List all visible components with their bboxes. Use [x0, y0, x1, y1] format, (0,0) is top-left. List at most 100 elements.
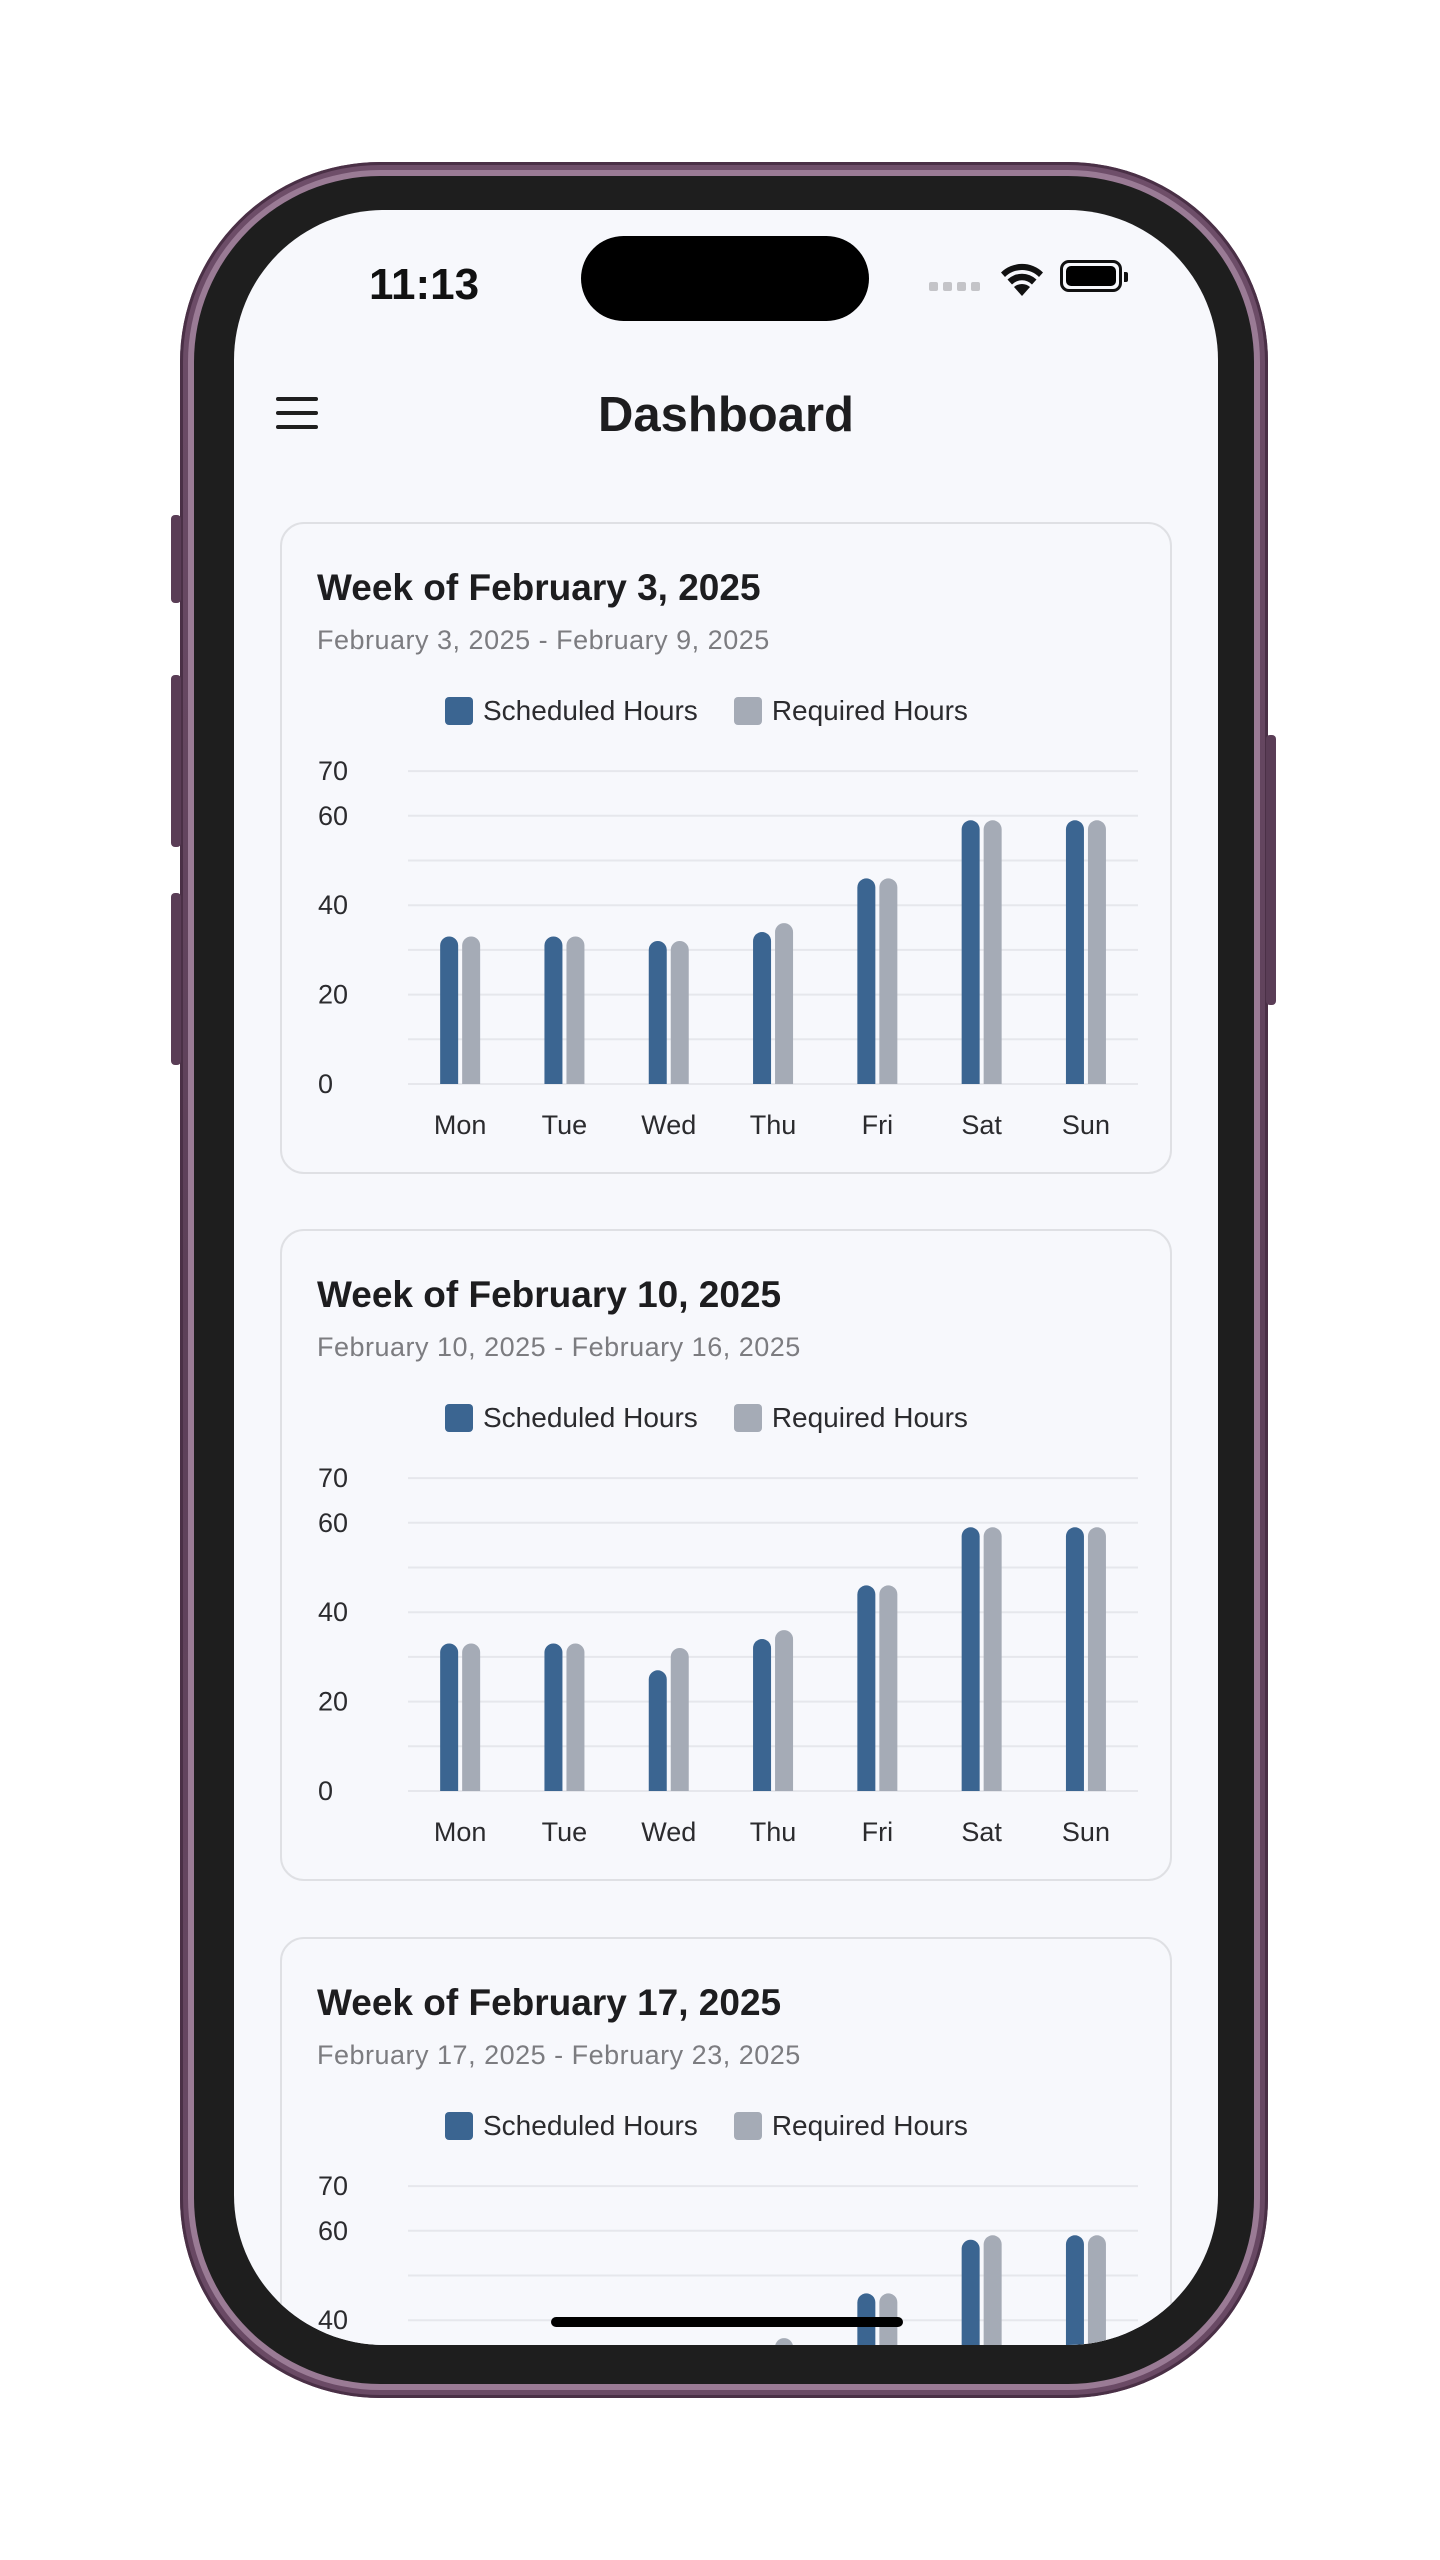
phone-screen: 11:13 Dashboard 0 20 40 60 70 Mon Tue Wed Thu Fri…: [234, 210, 1218, 2345]
dynamic-island: [581, 236, 869, 321]
x-category-label: Tue: [542, 1817, 588, 1847]
chart-legend: Scheduled Hours Required Hours: [445, 691, 1004, 731]
bar-scheduled-tue[interactable]: [544, 1643, 563, 1791]
bar-required-fri[interactable]: [879, 878, 898, 1084]
bar-required-sat[interactable]: [983, 2235, 1002, 2345]
week-date-range: February 10, 2025 - February 16, 2025: [317, 1332, 801, 1362]
x-category-label: Fri: [862, 1817, 893, 1847]
bar-scheduled-fri[interactable]: [857, 1585, 876, 1791]
y-tick-label: 20: [318, 1687, 348, 1717]
legend-label-scheduled: Scheduled Hours: [483, 2110, 698, 2141]
legend-item-scheduled[interactable]: Scheduled Hours: [445, 2110, 698, 2142]
bar-scheduled-thu[interactable]: [753, 932, 772, 1084]
y-tick-label: 60: [318, 801, 348, 831]
y-tick-label: 40: [318, 2305, 348, 2335]
y-tick-label: 0: [318, 1776, 333, 1806]
bar-required-sat[interactable]: [983, 1527, 1002, 1791]
week-title: Week of February 3, 2025: [317, 567, 761, 608]
bar-required-sun[interactable]: [1087, 820, 1106, 1084]
legend-swatch-scheduled: [445, 1404, 473, 1432]
page-title: Dashboard: [598, 388, 854, 442]
bar-scheduled-sun[interactable]: [1065, 2235, 1084, 2345]
bar-scheduled-sun[interactable]: [1065, 1527, 1084, 1791]
bar-scheduled-sat[interactable]: [961, 1527, 980, 1791]
y-tick-label: 40: [318, 890, 348, 920]
cellular-signal-icon: [929, 282, 981, 292]
week-title: Week of February 10, 2025: [317, 1274, 782, 1315]
volume-down-button: [171, 893, 181, 1065]
legend-item-required[interactable]: Required Hours: [733, 2110, 968, 2142]
hamburger-menu-icon[interactable]: [276, 395, 320, 431]
legend-item-required[interactable]: Required Hours: [733, 1402, 968, 1434]
chart-legend: Scheduled Hours Required Hours: [445, 1398, 1004, 1438]
bar-required-wed[interactable]: [670, 940, 689, 1084]
legend-item-scheduled[interactable]: Scheduled Hours: [445, 695, 698, 727]
week-date-range: February 3, 2025 - February 9, 2025: [317, 625, 770, 655]
home-indicator[interactable]: [551, 2317, 903, 2327]
x-category-label: Thu: [750, 1817, 797, 1847]
bar-required-tue[interactable]: [566, 936, 585, 1084]
bar-scheduled-mon[interactable]: [440, 1643, 459, 1791]
x-category-label: Sun: [1062, 1817, 1110, 1847]
x-category-label: Wed: [641, 1817, 696, 1847]
bar-required-mon[interactable]: [462, 936, 481, 1084]
bar-scheduled-fri[interactable]: [857, 878, 876, 1084]
bar-required-sun[interactable]: [1087, 1527, 1106, 1791]
bar-required-thu[interactable]: [775, 923, 794, 1084]
legend-label-required: Required Hours: [771, 1402, 968, 1433]
power-button: [1266, 735, 1276, 1005]
bar-required-thu[interactable]: [775, 1630, 794, 1791]
bar-required-mon[interactable]: [462, 1643, 481, 1791]
y-tick-label: 70: [318, 2171, 348, 2201]
week-card: 0 20 40 60 70 Mon Tue Wed Thu Fri Sat Sun Week of F…: [280, 522, 1172, 1174]
chart-legend: Scheduled Hours Required Hours: [445, 2106, 1004, 2146]
x-category-label: Mon: [434, 1110, 487, 1140]
wifi-icon: [1001, 263, 1043, 296]
x-category-label: Sat: [961, 1110, 1002, 1140]
bar-required-fri[interactable]: [879, 1585, 898, 1791]
action-button: [171, 515, 181, 603]
bar-scheduled-wed[interactable]: [648, 1670, 667, 1791]
legend-label-scheduled: Scheduled Hours: [483, 695, 698, 726]
bar-scheduled-tue[interactable]: [544, 936, 563, 1084]
battery-icon: [1060, 260, 1128, 292]
bar-scheduled-thu[interactable]: [753, 1639, 772, 1791]
legend-item-scheduled[interactable]: Scheduled Hours: [445, 1402, 698, 1434]
bar-scheduled-sat[interactable]: [961, 820, 980, 1084]
bar-scheduled-wed[interactable]: [648, 940, 667, 1084]
week-date-range: February 17, 2025 - February 23, 2025: [317, 2040, 801, 2070]
x-category-label: Sun: [1062, 1110, 1110, 1140]
bar-scheduled-mon[interactable]: [440, 936, 459, 1084]
y-tick-label: 70: [318, 756, 348, 786]
bar-required-tue[interactable]: [566, 1643, 585, 1791]
week-card: 0 20 40 60 70 Mon Tue Wed Thu Fri Sat Sun Week of F…: [280, 1937, 1172, 2345]
bar-required-sat[interactable]: [983, 820, 1002, 1084]
bar-required-sun[interactable]: [1087, 2235, 1106, 2345]
legend-label-required: Required Hours: [771, 695, 968, 726]
y-tick-label: 20: [318, 980, 348, 1010]
x-category-label: Sat: [961, 1817, 1002, 1847]
y-tick-label: 60: [318, 2216, 348, 2246]
y-tick-label: 70: [318, 1463, 348, 1493]
bar-scheduled-sun[interactable]: [1065, 820, 1084, 1084]
volume-up-button: [171, 675, 181, 847]
bar-scheduled-sat[interactable]: [961, 2239, 980, 2345]
week-title: Week of February 17, 2025: [317, 1982, 782, 2023]
legend-swatch-required: [733, 697, 762, 725]
legend-item-required[interactable]: Required Hours: [733, 695, 968, 727]
legend-swatch-scheduled: [445, 2112, 473, 2140]
x-category-label: Wed: [641, 1110, 696, 1140]
y-tick-label: 40: [318, 1597, 348, 1627]
status-bar-time: 11:13: [369, 260, 480, 309]
week-card: 0 20 40 60 70 Mon Tue Wed Thu Fri Sat Sun Week of F…: [280, 1229, 1172, 1881]
bar-required-thu[interactable]: [775, 2338, 793, 2345]
legend-swatch-required: [733, 1404, 762, 1432]
bar-required-wed[interactable]: [670, 1647, 689, 1791]
legend-label-required: Required Hours: [771, 2110, 968, 2141]
legend-swatch-scheduled: [445, 697, 473, 725]
x-category-label: Fri: [862, 1110, 893, 1140]
legend-label-scheduled: Scheduled Hours: [483, 1402, 698, 1433]
